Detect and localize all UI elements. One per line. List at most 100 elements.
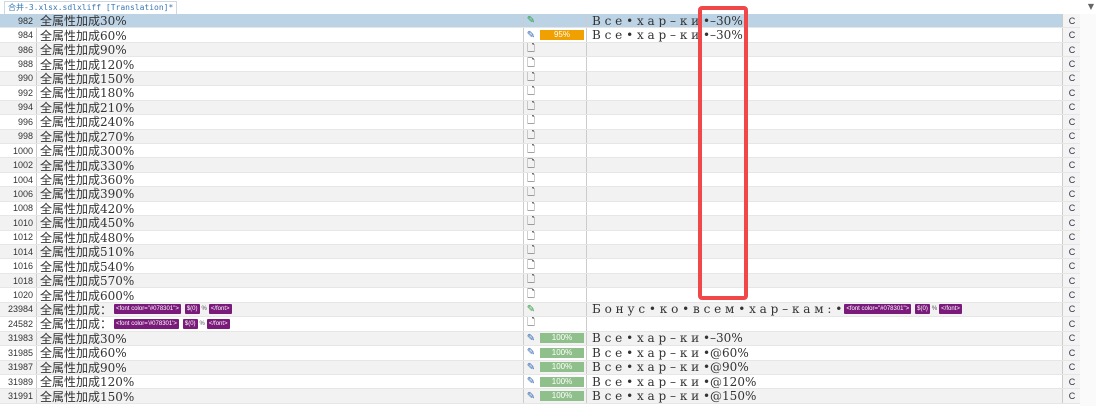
source-cell[interactable]: 全属性加成120%: [40, 57, 524, 71]
status-cell[interactable]: 🗋: [525, 86, 587, 100]
target-cell[interactable]: [592, 231, 1058, 244]
status-cell[interactable]: 🗋: [525, 273, 587, 288]
table-row[interactable]: 1006 全属性加成390% 🗋 C: [0, 187, 1081, 202]
target-cell[interactable]: В с е • х а р – к и •–30%: [592, 28, 1058, 41]
status-cell[interactable]: 🗋: [525, 216, 587, 230]
target-cell[interactable]: [592, 317, 1058, 330]
source-cell[interactable]: 全属性加成30%: [40, 14, 524, 28]
target-cell[interactable]: В с е • х а р – к и •–30%: [592, 14, 1058, 27]
document-tab[interactable]: 合并-3.xlsx.sdlxliff [Translation]*: [4, 1, 178, 14]
target-cell[interactable]: [592, 245, 1058, 258]
table-row[interactable]: 990 全属性加成150% 🗋 C: [0, 71, 1081, 87]
source-cell[interactable]: 全属性加成150%: [40, 389, 524, 403]
status-cell[interactable]: 🗋: [525, 100, 587, 115]
table-row[interactable]: 982 全属性加成30% ✎ В с е • х а р – к и •–30% C: [0, 14, 1081, 29]
status-cell[interactable]: ✎: [525, 14, 587, 28]
table-row[interactable]: 1014 全属性加成510% 🗋 C: [0, 245, 1081, 260]
target-cell[interactable]: [592, 57, 1058, 70]
table-row[interactable]: 992 全属性加成180% 🗋 C: [0, 86, 1081, 101]
source-cell[interactable]: 全属性加成450%: [40, 216, 524, 230]
target-cell[interactable]: [592, 187, 1058, 200]
source-cell[interactable]: 全属性加成30%: [40, 331, 524, 346]
source-cell[interactable]: 全属性加成60%: [40, 346, 524, 360]
target-cell[interactable]: [592, 259, 1058, 272]
source-cell[interactable]: 全属性加成150%: [40, 71, 524, 86]
table-row[interactable]: 1018 全属性加成570% 🗋 C: [0, 273, 1081, 289]
target-cell[interactable]: [592, 86, 1058, 99]
status-cell[interactable]: 🗋: [525, 172, 587, 187]
source-cell[interactable]: 全属性加成510%: [40, 245, 524, 259]
table-row[interactable]: 31985 全属性加成60% ✎ 100% В с е • х а р – к и •@…: [0, 346, 1081, 361]
target-cell[interactable]: В с е • х а р – к и •–30%: [592, 332, 1058, 345]
table-row[interactable]: 988 全属性加成120% 🗋 C: [0, 57, 1081, 72]
status-cell[interactable]: 🗋: [525, 187, 587, 201]
status-cell[interactable]: 🗋: [525, 201, 587, 216]
status-cell[interactable]: 🗋: [525, 158, 587, 172]
target-cell[interactable]: Б о н у с • к о • в с е м • х а р – к а …: [592, 303, 1058, 316]
status-cell[interactable]: ✎ 100%: [525, 360, 587, 374]
target-cell[interactable]: [592, 72, 1058, 85]
table-row[interactable]: 1004 全属性加成360% 🗋 C: [0, 172, 1081, 188]
target-cell[interactable]: В с е • х а р – к и •@60%: [592, 346, 1058, 359]
status-cell[interactable]: 🗋: [525, 115, 587, 129]
table-row[interactable]: 31991 全属性加成150% ✎ 100% В с е • х а р – к и •…: [0, 389, 1081, 404]
target-cell[interactable]: [592, 130, 1058, 143]
status-cell[interactable]: ✎ 95%: [525, 28, 587, 42]
source-cell[interactable]: 全属性加成300%: [40, 143, 524, 158]
target-cell[interactable]: В с е • х а р – к и •@150%: [592, 389, 1058, 402]
status-cell[interactable]: ✎ 100%: [525, 331, 587, 346]
source-cell[interactable]: 全属性加成330%: [40, 158, 524, 172]
target-cell[interactable]: [592, 202, 1058, 215]
source-cell[interactable]: 全属性加成90%: [40, 360, 524, 374]
source-cell[interactable]: 全属性加成： <font color="#078301"> $(0)% </font>: [40, 302, 524, 317]
target-cell[interactable]: [592, 173, 1058, 186]
source-cell[interactable]: 全属性加成600%: [40, 288, 524, 302]
status-cell[interactable]: 🗋: [525, 57, 587, 71]
status-cell[interactable]: 🗋: [525, 230, 587, 244]
status-cell[interactable]: 🗋: [525, 143, 587, 158]
source-cell[interactable]: 全属性加成210%: [40, 100, 524, 115]
table-row[interactable]: 984 全属性加成60% ✎ 95% В с е • х а р – к и •–30%…: [0, 28, 1081, 43]
table-row[interactable]: 31987 全属性加成90% ✎ 100% В с е • х а р – к и •@…: [0, 360, 1081, 375]
target-cell[interactable]: [592, 101, 1058, 114]
source-cell[interactable]: 全属性加成570%: [40, 273, 524, 288]
scrollbar[interactable]: [1080, 14, 1096, 406]
source-cell[interactable]: 全属性加成120%: [40, 374, 524, 389]
status-cell[interactable]: 🗋: [525, 259, 587, 273]
source-cell[interactable]: 全属性加成180%: [40, 86, 524, 100]
table-row[interactable]: 994 全属性加成210% 🗋 C: [0, 100, 1081, 116]
source-cell[interactable]: 全属性加成90%: [40, 42, 524, 57]
table-row[interactable]: 1002 全属性加成330% 🗋 C: [0, 158, 1081, 173]
source-cell[interactable]: 全属性加成： <font color='#078301'> $(0)% </font>: [40, 317, 524, 331]
target-cell[interactable]: В с е • х а р – к и •@120%: [592, 375, 1058, 388]
status-cell[interactable]: 🗋: [525, 245, 587, 259]
target-cell[interactable]: В с е • х а р – к и •@90%: [592, 361, 1058, 374]
status-cell[interactable]: ✎ 100%: [525, 374, 587, 389]
target-cell[interactable]: [592, 288, 1058, 301]
source-cell[interactable]: 全属性加成390%: [40, 187, 524, 201]
target-cell[interactable]: [592, 115, 1058, 128]
table-row[interactable]: 1016 全属性加成540% 🗋 C: [0, 259, 1081, 274]
source-cell[interactable]: 全属性加成270%: [40, 129, 524, 143]
source-cell[interactable]: 全属性加成540%: [40, 259, 524, 273]
table-row[interactable]: 1012 全属性加成480% 🗋 C: [0, 230, 1081, 245]
status-cell[interactable]: 🗋: [525, 288, 587, 302]
table-row[interactable]: 1010 全属性加成450% 🗋 C: [0, 216, 1081, 231]
table-row[interactable]: 1020 全属性加成600% 🗋 C: [0, 288, 1081, 303]
table-row[interactable]: 1000 全属性加成300% 🗋 C: [0, 143, 1081, 159]
table-row[interactable]: 23984 全属性加成： <font color="#078301"> $(0)% </…: [0, 302, 1081, 318]
source-cell[interactable]: 全属性加成60%: [40, 28, 524, 42]
target-cell[interactable]: [592, 43, 1058, 56]
table-row[interactable]: 31983 全属性加成30% ✎ 100% В с е • х а р – к и •–…: [0, 331, 1081, 347]
table-row[interactable]: 998 全属性加成270% 🗋 C: [0, 129, 1081, 144]
source-cell[interactable]: 全属性加成480%: [40, 230, 524, 244]
source-cell[interactable]: 全属性加成240%: [40, 115, 524, 129]
target-cell[interactable]: [592, 274, 1058, 287]
target-cell[interactable]: [592, 144, 1058, 157]
status-cell[interactable]: 🗋: [525, 317, 587, 331]
table-row[interactable]: 996 全属性加成240% 🗋 C: [0, 115, 1081, 130]
target-cell[interactable]: [592, 216, 1058, 229]
table-row[interactable]: 986 全属性加成90% 🗋 C: [0, 42, 1081, 58]
table-row[interactable]: 24582 全属性加成： <font color='#078301'> $(0)% </…: [0, 317, 1081, 332]
source-cell[interactable]: 全属性加成420%: [40, 201, 524, 216]
